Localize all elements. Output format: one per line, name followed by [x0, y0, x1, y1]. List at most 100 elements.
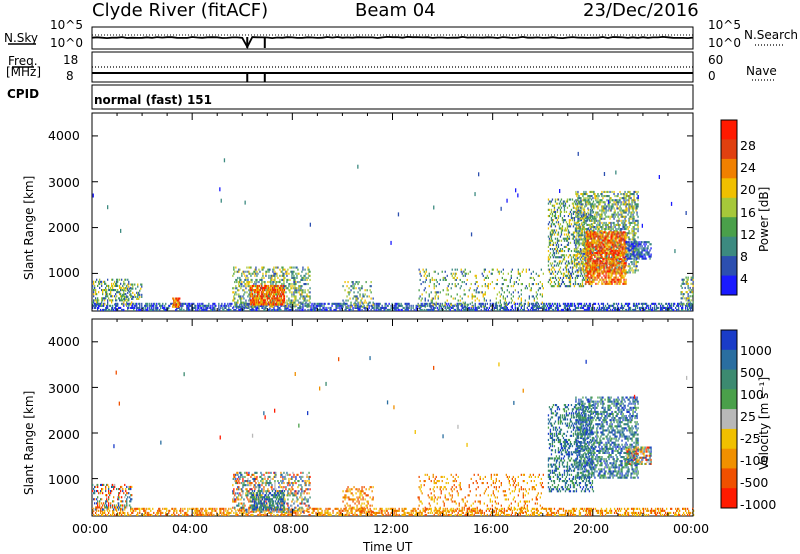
power-cell: [505, 301, 507, 304]
power-cell: [548, 302, 551, 305]
power-cell: [251, 305, 253, 308]
power-cell: [173, 301, 175, 304]
power-cell: [127, 295, 129, 298]
power-cell: [589, 219, 591, 222]
power-cell: [255, 286, 258, 289]
power-cell: [357, 301, 359, 304]
power-cell: [234, 281, 236, 284]
power-cell: [270, 278, 272, 281]
power-cell: [423, 289, 425, 292]
power-cell: [559, 248, 562, 251]
power-cell: [632, 236, 634, 239]
power-cell: [589, 217, 592, 220]
power-cell: [620, 213, 622, 216]
power-cell: [100, 280, 102, 283]
power-cell: [256, 274, 258, 277]
power-cell: [623, 221, 625, 224]
power-cell: [245, 301, 247, 304]
power-cell: [168, 306, 170, 309]
power-cell: [246, 281, 248, 284]
power-cell: [589, 203, 591, 206]
power-cell: [251, 306, 253, 309]
power-cell: [272, 295, 275, 298]
power-cell: [525, 268, 527, 271]
power-cell: [372, 303, 374, 306]
power-cell: [127, 308, 129, 311]
power-cell: [631, 221, 633, 224]
power-cell: [564, 302, 567, 305]
power-cell: [556, 219, 559, 222]
power-cell: [642, 302, 645, 305]
power-cell: [627, 228, 629, 231]
power-cell: [560, 231, 563, 234]
power-cell: [562, 281, 565, 284]
power-cell: [237, 305, 239, 308]
power-cell: [119, 293, 121, 296]
power-cell: [586, 264, 588, 267]
power-cell: [669, 304, 671, 307]
power-cell: [570, 223, 573, 226]
power-cell: [584, 259, 586, 262]
power-cell: [629, 207, 631, 210]
power-cell: [393, 308, 395, 311]
power-cell: [299, 293, 301, 296]
power-cell: [558, 202, 561, 205]
power-cell: [560, 210, 563, 213]
power-cell: [575, 236, 577, 239]
power-cell: [428, 285, 430, 288]
power-cell: [393, 304, 395, 307]
power-cell: [412, 304, 414, 307]
power-cell: [109, 289, 111, 292]
power-cell: [251, 284, 254, 287]
power-cell: [283, 289, 286, 292]
power-cell: [590, 237, 592, 240]
power-cell: [289, 289, 291, 292]
power-cell: [240, 301, 242, 304]
power-cell: [644, 308, 647, 311]
power-cell: [280, 304, 282, 307]
power-cell: [582, 269, 584, 272]
power-cell: [632, 215, 634, 218]
power-cell: [306, 293, 308, 296]
power-cell: [574, 308, 577, 311]
power-cell: [243, 281, 245, 284]
power-cell: [257, 297, 260, 300]
power-cell: [256, 289, 259, 292]
power-cell: [588, 241, 590, 244]
power-cell: [549, 302, 552, 305]
power-cell: [387, 308, 389, 311]
power-cell: [102, 308, 104, 311]
power-cell: [269, 299, 272, 302]
power-cell: [549, 233, 552, 236]
power-cell: [558, 256, 561, 259]
power-cell: [244, 283, 246, 286]
power-cell: [454, 283, 456, 286]
power-cell: [233, 299, 235, 302]
power-cell: [591, 226, 593, 229]
power-cell: [349, 308, 351, 311]
power-cell: [607, 195, 609, 198]
power-cell: [156, 308, 158, 311]
power-cell: [132, 283, 134, 286]
power-cell: [421, 297, 423, 300]
power-cell: [578, 197, 580, 200]
power-cell: [579, 209, 581, 212]
power-cell: [558, 283, 561, 286]
power-cell: [577, 232, 579, 235]
power-cell: [624, 219, 626, 222]
power-cell: [107, 299, 109, 302]
power-cell: [587, 241, 589, 244]
power-cell: [572, 272, 575, 275]
power-cell: [581, 228, 583, 231]
power-cell: [581, 306, 584, 309]
power-cell: [551, 285, 554, 288]
power-cell: [568, 248, 571, 251]
power-cell: [632, 254, 634, 257]
power-cell: [121, 299, 123, 302]
power-cell: [397, 302, 399, 305]
power-cell: [377, 302, 379, 305]
power-cell: [577, 274, 580, 277]
power-cell: [177, 303, 179, 306]
power-cell: [236, 305, 238, 308]
power-cell: [459, 287, 461, 290]
